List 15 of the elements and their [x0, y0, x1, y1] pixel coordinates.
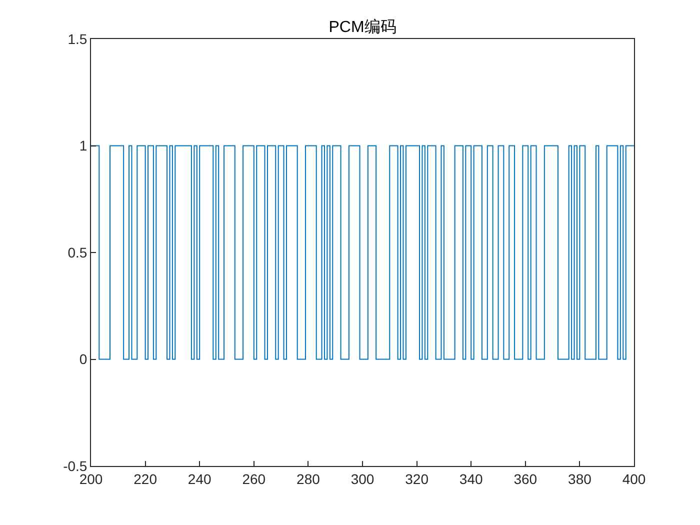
x-tick-label: 360 [514, 470, 538, 487]
x-tick-label: 380 [568, 470, 592, 487]
chart-title: PCM编码 [328, 18, 396, 36]
x-tick-label: 240 [188, 470, 212, 487]
x-tick-label: 260 [242, 470, 266, 487]
y-tick-label: 1.5 [68, 30, 88, 47]
x-tick-label: 300 [350, 470, 374, 487]
x-tick-label: 220 [134, 470, 158, 487]
x-tick-label: 400 [622, 470, 646, 487]
y-tick-label: 1 [79, 138, 88, 154]
y-tick-label: 0.5 [68, 244, 88, 260]
x-tick-label: 340 [459, 470, 483, 487]
x-tick-label: 320 [405, 470, 429, 487]
y-tick-label: 0 [79, 351, 88, 368]
x-tick-label: 280 [296, 470, 320, 487]
